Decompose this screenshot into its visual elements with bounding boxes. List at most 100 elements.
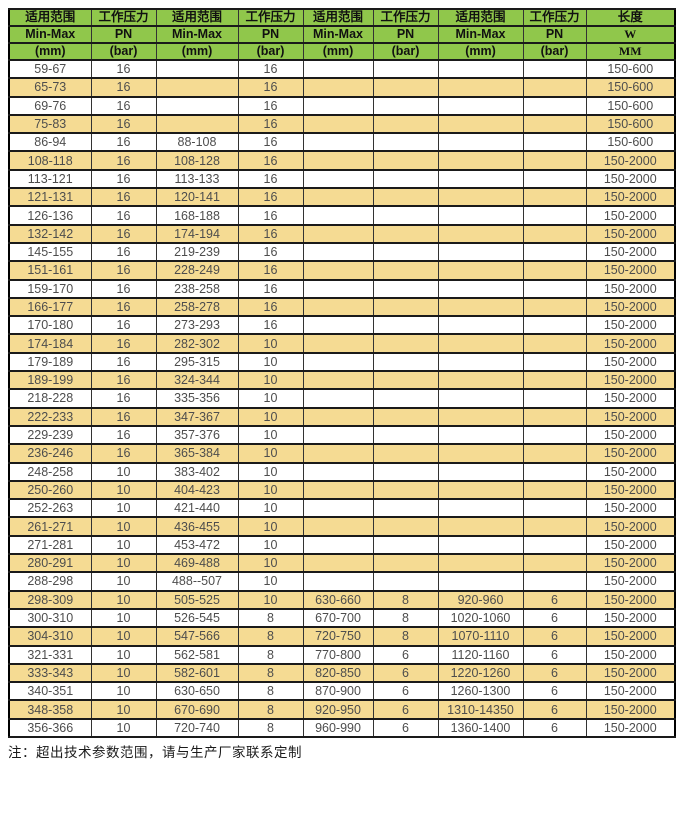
table-cell: 16 bbox=[237, 150, 304, 171]
table-cell: 150-600 bbox=[585, 95, 676, 116]
table-cell: 16 bbox=[90, 168, 157, 190]
table-cell: 16 bbox=[237, 132, 304, 153]
table-cell: 150-2000 bbox=[585, 717, 676, 739]
table-cell bbox=[302, 187, 374, 208]
header-row: 适用范围 工作压力 适用范围 工作压力 适用范围 工作压力 适用范围 工作压力 长度 bbox=[8, 8, 676, 27]
table-cell bbox=[437, 132, 524, 153]
table-cell bbox=[522, 58, 587, 80]
table-cell bbox=[522, 187, 587, 208]
header-cell: (bar) bbox=[522, 42, 587, 61]
table-cell: 10 bbox=[90, 662, 157, 684]
table-cell bbox=[155, 95, 239, 116]
table-cell bbox=[372, 95, 439, 116]
table-cell: 126-136 bbox=[8, 205, 92, 226]
table-cell bbox=[372, 333, 439, 354]
table-cell bbox=[522, 132, 587, 153]
table-cell: 150-2000 bbox=[585, 150, 676, 171]
table-row: 108-118 16 108-128 16 150-2000 bbox=[8, 150, 676, 171]
table-cell bbox=[302, 516, 374, 537]
table-cell: 10 bbox=[90, 717, 157, 739]
table-cell: 10 bbox=[90, 516, 157, 537]
table-row: 170-180 16 273-293 16 150-2000 bbox=[8, 315, 676, 336]
table-cell bbox=[522, 406, 587, 427]
table-row: 86-94 16 88-108 16 150-600 bbox=[8, 132, 676, 153]
table-cell: 16 bbox=[237, 95, 304, 116]
table-cell: 10 bbox=[237, 370, 304, 391]
table-cell bbox=[302, 479, 374, 501]
table-cell bbox=[437, 260, 524, 281]
table-cell: 150-2000 bbox=[585, 479, 676, 501]
table-cell: 16 bbox=[90, 260, 157, 281]
table-cell: 16 bbox=[90, 132, 157, 153]
table-cell: 10 bbox=[237, 406, 304, 427]
table-cell bbox=[522, 552, 587, 574]
table-cell: 150-2000 bbox=[585, 607, 676, 629]
table-cell bbox=[522, 461, 587, 482]
table-cell: 365-384 bbox=[155, 443, 239, 464]
table-cell: 16 bbox=[90, 406, 157, 427]
table-cell: 6 bbox=[372, 662, 439, 684]
table-cell: 10 bbox=[237, 516, 304, 537]
table-cell bbox=[372, 516, 439, 537]
table-cell bbox=[302, 443, 374, 464]
table-cell: 10 bbox=[237, 351, 304, 373]
table-cell: 271-281 bbox=[8, 534, 92, 556]
table-cell: 86-94 bbox=[8, 132, 92, 153]
table-cell: 150-2000 bbox=[585, 351, 676, 373]
table-cell: 10 bbox=[90, 589, 157, 610]
table-cell bbox=[302, 223, 374, 244]
table-cell: 150-2000 bbox=[585, 516, 676, 537]
table-cell: 150-2000 bbox=[585, 241, 676, 263]
table-cell bbox=[437, 113, 524, 135]
table-cell: 150-2000 bbox=[585, 296, 676, 318]
table-cell bbox=[522, 278, 587, 299]
table-cell: 10 bbox=[90, 552, 157, 574]
table-cell: 228-249 bbox=[155, 260, 239, 281]
table-cell: 150-2000 bbox=[585, 443, 676, 464]
table-head: 适用范围 工作压力 适用范围 工作压力 适用范围 工作压力 适用范围 工作压力 长度 Min-Ma… bbox=[8, 8, 676, 61]
table-cell: 248-258 bbox=[8, 461, 92, 482]
table-row: 174-184 16 282-302 10 150-2000 bbox=[8, 333, 676, 354]
table-cell bbox=[522, 443, 587, 464]
table-cell: 150-2000 bbox=[585, 388, 676, 409]
table-cell: 288-298 bbox=[8, 571, 92, 592]
table-cell: 6 bbox=[522, 717, 587, 739]
table-cell bbox=[372, 479, 439, 501]
table-cell bbox=[302, 351, 374, 373]
table-cell bbox=[522, 498, 587, 519]
table-cell: 69-76 bbox=[8, 95, 92, 116]
table-cell: 16 bbox=[237, 223, 304, 244]
table-row: 218-228 16 335-356 10 150-2000 bbox=[8, 388, 676, 409]
table-cell: 295-315 bbox=[155, 351, 239, 373]
table-cell: 150-2000 bbox=[585, 278, 676, 299]
table-row: 132-142 16 174-194 16 150-2000 bbox=[8, 223, 676, 244]
table-cell: 8 bbox=[237, 644, 304, 665]
table-cell: 8 bbox=[237, 699, 304, 720]
table-row: 229-239 16 357-376 10 150-2000 bbox=[8, 424, 676, 446]
table-cell: 10 bbox=[237, 479, 304, 501]
table-cell bbox=[372, 278, 439, 299]
table-cell: 150-2000 bbox=[585, 644, 676, 665]
table-cell bbox=[437, 150, 524, 171]
table-cell: 16 bbox=[237, 278, 304, 299]
table-cell bbox=[437, 205, 524, 226]
header-cell: 适用范围 bbox=[302, 8, 374, 27]
table-cell: 150-600 bbox=[585, 58, 676, 80]
table-row: 179-189 16 295-315 10 150-2000 bbox=[8, 351, 676, 373]
table-cell: 960-990 bbox=[302, 717, 374, 739]
table-cell bbox=[437, 58, 524, 80]
table-cell: 16 bbox=[237, 296, 304, 318]
table-cell bbox=[302, 534, 374, 556]
table-cell bbox=[437, 77, 524, 98]
table-cell: 16 bbox=[90, 443, 157, 464]
table-cell: 236-246 bbox=[8, 443, 92, 464]
header-row: (mm) (bar) (mm) (bar) (mm) (bar) (mm) (bar) MM bbox=[8, 42, 676, 61]
table-cell: 720-740 bbox=[155, 717, 239, 739]
table-cell: 547-566 bbox=[155, 626, 239, 647]
table-cell bbox=[372, 187, 439, 208]
table-cell bbox=[522, 388, 587, 409]
table-cell: 150-600 bbox=[585, 77, 676, 98]
table-cell: 870-900 bbox=[302, 681, 374, 702]
table-cell bbox=[372, 77, 439, 98]
table-cell bbox=[437, 278, 524, 299]
